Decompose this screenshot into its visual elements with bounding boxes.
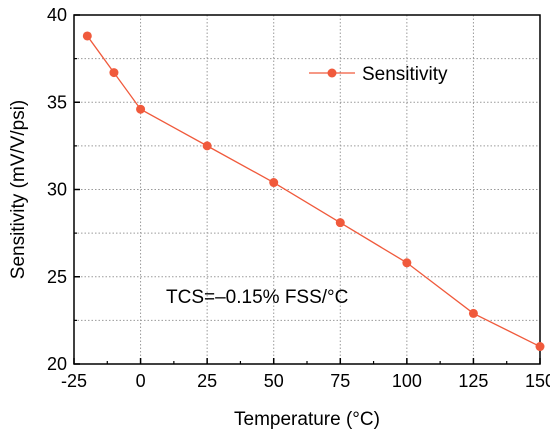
legend-marker	[327, 68, 337, 78]
y-tick-label: 25	[47, 267, 67, 287]
data-point	[136, 104, 146, 114]
data-point	[202, 141, 212, 151]
x-tick-label: 125	[458, 371, 488, 391]
data-point	[468, 308, 478, 318]
grid	[74, 15, 540, 364]
x-tick-label: 0	[136, 371, 146, 391]
y-tick-label: 30	[47, 180, 67, 200]
x-tick-label: -25	[61, 371, 87, 391]
data-point	[535, 342, 545, 352]
y-axis-title: Sensitivity (mV/V/psi)	[8, 100, 29, 279]
ticks: -25 0 25 50 75 100 125 150 20 25 30 35 40	[47, 5, 550, 391]
legend: Sensitivity	[309, 64, 448, 85]
x-tick-label: 50	[264, 371, 284, 391]
data-point	[402, 258, 412, 268]
x-tick-label: 25	[197, 371, 217, 391]
y-tick-label: 20	[47, 354, 67, 374]
series	[82, 31, 545, 352]
legend-label: Sensitivity	[362, 64, 448, 85]
data-point	[335, 218, 345, 228]
x-tick-label: 150	[525, 371, 550, 391]
data-point	[269, 178, 279, 188]
x-tick-label: 100	[392, 371, 422, 391]
x-tick-label: 75	[330, 371, 350, 391]
y-tick-label: 35	[47, 92, 67, 112]
tcs-annotation: TCS=–0.15% FSS/°C	[166, 287, 348, 308]
data-point	[109, 68, 119, 78]
x-axis-title: Temperature (°C)	[234, 409, 380, 430]
y-tick-label: 40	[47, 5, 67, 25]
data-point	[82, 31, 92, 41]
